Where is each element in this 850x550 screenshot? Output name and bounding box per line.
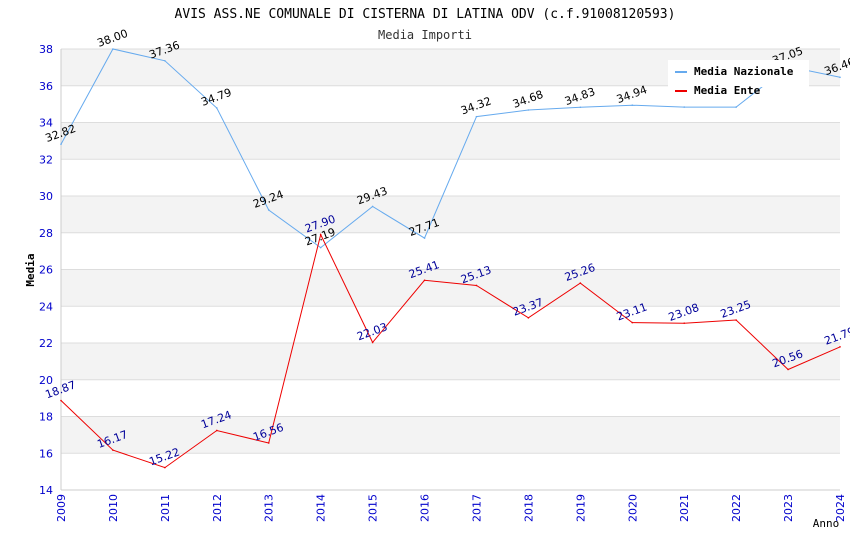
grid-lines [61, 48, 840, 491]
series-line-1 [60, 233, 841, 469]
y-tick-label: 20 [39, 374, 53, 387]
x-tick-label: 2016 [419, 494, 432, 522]
x-axis-title: Anno [813, 517, 840, 530]
data-point [735, 319, 737, 321]
data-point [267, 442, 270, 444]
data-point [683, 322, 685, 324]
grid-band [61, 269, 840, 307]
data-point [579, 282, 582, 284]
x-tick-label: 2018 [522, 494, 535, 522]
y-tick-label: 22 [39, 337, 53, 350]
data-point [267, 209, 270, 211]
data-point [112, 48, 114, 50]
series-lines [60, 48, 841, 469]
y-tick-label: 14 [39, 484, 53, 497]
data-point [839, 346, 841, 348]
grid-bands [61, 49, 840, 454]
y-tick-label: 38 [39, 43, 53, 56]
data-point [319, 246, 322, 249]
data-label: 22.03 [355, 320, 389, 343]
x-tick-label: 2015 [367, 494, 380, 522]
data-point [631, 104, 634, 107]
y-axis-title: Media [24, 253, 37, 286]
data-point [423, 279, 426, 282]
x-tick-label: 2010 [107, 494, 120, 522]
x-tick-label: 2014 [315, 494, 328, 522]
series-line-0 [60, 48, 841, 249]
x-tick-label: 2009 [55, 494, 68, 522]
grid-band [61, 122, 840, 160]
y-tick-label: 32 [39, 153, 53, 166]
data-point [579, 106, 582, 109]
data-point [371, 341, 374, 344]
data-point [475, 284, 478, 287]
y-tick-label: 36 [39, 80, 53, 93]
axes [60, 49, 840, 491]
data-label: 34.83 [563, 85, 597, 108]
data-point [164, 59, 166, 62]
data-point [527, 109, 530, 111]
data-point [216, 429, 218, 432]
x-tick-label: 2022 [730, 494, 743, 522]
y-tick-label: 24 [39, 300, 53, 313]
data-point [371, 205, 374, 208]
legend-box [668, 60, 809, 87]
y-axis-ticks: 14 16 18 20 22 24 26 28 30 32 34 36 38 [39, 43, 53, 497]
data-point [423, 237, 426, 239]
x-tick-label: 2020 [626, 494, 639, 522]
x-tick-label: 2023 [782, 494, 795, 522]
y-tick-label: 16 [39, 447, 53, 460]
chart-subtitle: Media Importi [378, 28, 472, 42]
grid-band [61, 416, 840, 454]
data-point [631, 321, 634, 324]
data-label: 34.94 [615, 83, 649, 106]
data-point [735, 106, 737, 108]
data-point [216, 107, 218, 109]
x-tick-label: 2024 [834, 494, 847, 522]
x-tick-label: 2017 [470, 494, 483, 522]
y-tick-label: 26 [39, 264, 53, 277]
data-point [475, 115, 478, 118]
x-tick-label: 2019 [574, 494, 587, 522]
legend-label-ente: Media Ente [694, 84, 761, 97]
data-point [527, 317, 530, 319]
y-tick-label: 18 [39, 411, 53, 424]
data-point [787, 368, 789, 371]
grid-band [61, 196, 840, 233]
data-label: 38.00 [96, 27, 130, 50]
data-label: 34.79 [199, 86, 233, 109]
data-point [683, 106, 685, 108]
data-label: 34.32 [459, 94, 493, 117]
x-tick-label: 2011 [159, 494, 172, 522]
y-tick-label: 28 [39, 227, 53, 240]
data-label: 34.68 [511, 88, 545, 111]
x-axis-ticks: 2009 2010 2011 2012 2013 2014 2015 2016 2017 2018… [55, 494, 847, 522]
x-tick-label: 2012 [211, 494, 224, 522]
data-point [839, 76, 841, 79]
data-point [60, 143, 62, 145]
y-tick-label: 34 [39, 117, 53, 130]
x-tick-label: 2013 [263, 494, 276, 522]
data-label: 21.79 [823, 325, 850, 348]
legend: Media Nazionale Media Ente [668, 60, 809, 97]
data-point [164, 466, 166, 469]
y-tick-label: 30 [39, 190, 53, 203]
data-point [112, 449, 114, 451]
x-tick-label: 2021 [678, 494, 691, 522]
legend-label-nazionale: Media Nazionale [694, 65, 794, 78]
chart-title: AVIS ASS.NE COMUNALE DI CISTERNA DI LATI… [175, 7, 676, 22]
grid-band [61, 343, 840, 380]
data-point [319, 233, 322, 236]
data-point [60, 399, 62, 402]
